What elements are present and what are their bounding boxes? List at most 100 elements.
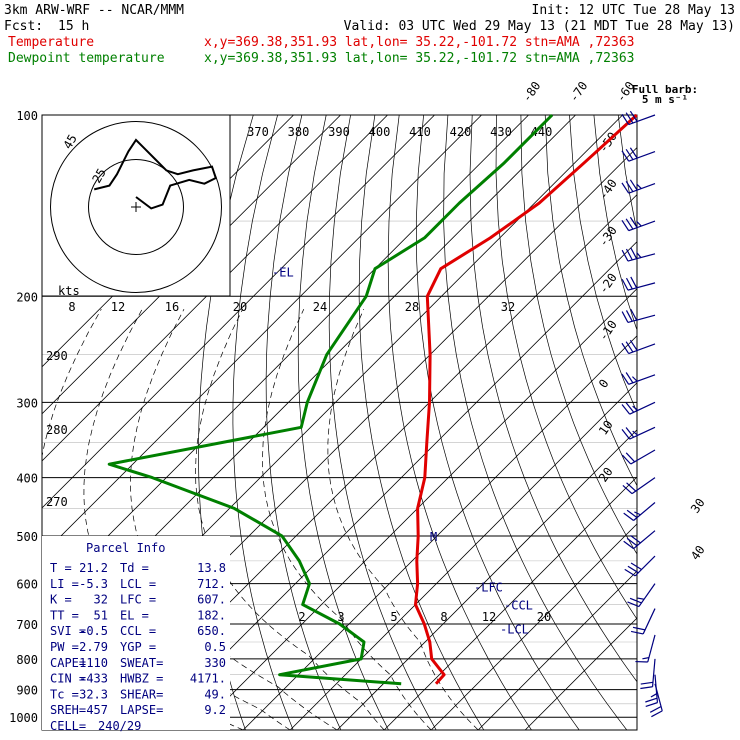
wind-barb-flag <box>621 429 631 440</box>
parcel-field-value: 2.79 <box>79 640 108 654</box>
theta-label: 370 <box>247 125 269 139</box>
parcel-field-value: 607. <box>197 593 226 607</box>
theta-label: 410 <box>409 125 431 139</box>
parcel-field-value: 49. <box>204 687 226 701</box>
wind-barb-flag <box>621 150 630 162</box>
wind-barb-staff <box>628 220 656 232</box>
theta-label: 430 <box>490 125 512 139</box>
isotherm-label: -40 <box>596 177 620 203</box>
wind-barb-flag <box>625 248 633 261</box>
wind-barb-staff <box>628 343 656 355</box>
profile-lines <box>107 113 638 686</box>
wind-barb-flag <box>621 182 630 194</box>
wind-barb <box>640 658 656 690</box>
wind-barb-flag <box>629 597 642 604</box>
level-marker-label: -LCL <box>500 622 529 636</box>
wind-barb-flag <box>621 373 630 385</box>
dry-adiabat-line <box>328 115 437 730</box>
dry-adiabat-line <box>495 115 637 620</box>
wind-barb-flag <box>621 404 631 415</box>
isotherm-line <box>148 241 637 730</box>
wind-barb-flag <box>636 183 642 190</box>
wind-barb <box>624 555 656 577</box>
legend-dewpoint-label: Dewpoint temperature <box>8 51 165 66</box>
dry-adiabat-line <box>569 115 637 413</box>
wind-barb-staff <box>628 114 656 126</box>
wind-barb-flag <box>649 705 662 713</box>
wind-barb-flag <box>625 112 634 124</box>
pressure-tick-label: 600 <box>16 578 38 592</box>
wind-barb-flag <box>623 512 634 521</box>
valid-time: Valid: 03 UTC Wed 29 May 13 (21 MDT Tue … <box>344 19 735 34</box>
parcel-field-value: 182. <box>197 608 226 622</box>
wind-barb-flag <box>625 341 634 353</box>
wind-barb-flag <box>629 147 638 159</box>
isotherm-line <box>477 570 637 730</box>
parcel-field-value: 51 <box>94 608 108 622</box>
wind-barb-flag <box>630 247 638 259</box>
parcel-field-label: LI = <box>50 577 79 591</box>
parcel-field-label: EL = <box>120 608 149 622</box>
wind-barb-flag <box>621 249 629 262</box>
wind-barb-flag <box>642 657 650 660</box>
theta-label: 420 <box>450 125 472 139</box>
wind-barb <box>649 683 663 718</box>
wind-barb-flag <box>625 277 633 290</box>
mixing-ratio-label: 2 <box>298 610 305 624</box>
isotherm-line <box>42 115 388 462</box>
wind-barb <box>621 216 656 232</box>
level-marker-label: M <box>430 530 437 544</box>
parcel-field-label: HWBZ = <box>120 672 163 686</box>
isotherm-line <box>42 115 482 556</box>
parcel-field-value: 712. <box>197 577 226 591</box>
plot-frame <box>41 114 638 731</box>
wind-barb-staff <box>628 150 656 162</box>
wind-barb-flag <box>650 693 657 698</box>
dry-adiabat-line <box>544 115 637 487</box>
wind-barb-flag <box>645 702 658 708</box>
mixing-ratio-label: 5 <box>390 610 397 624</box>
legend-temperature-label: Temperature <box>8 35 94 50</box>
dry-adiabat-line <box>617 115 637 231</box>
dry-adiabat-line <box>232 115 294 730</box>
isotherm-line <box>289 382 637 730</box>
wind-barb-flag <box>621 113 630 125</box>
wind-barb-flag <box>621 454 632 465</box>
wind-barb <box>621 372 656 385</box>
parcel-field-label: SVI = <box>50 624 86 638</box>
wind-barb-flag <box>621 342 630 354</box>
wind-barb-flag <box>625 148 634 160</box>
mixing-ratio-label: 16 <box>165 300 179 314</box>
parcel-field-value: 457 <box>86 703 108 717</box>
wind-barb <box>623 502 656 521</box>
parcel-field-label: K = <box>50 593 72 607</box>
parcel-field-label: LFC = <box>120 593 156 607</box>
hodograph: kts 45 25 <box>41 114 231 298</box>
isotherm-label: -20 <box>596 271 620 297</box>
wind-barb-flag <box>622 484 633 495</box>
parcel-info-background <box>42 536 230 730</box>
dry-adiabat-line <box>443 115 628 730</box>
parcel-field-value: 330 <box>204 656 226 670</box>
level-marker-label: -CCL <box>504 599 533 613</box>
isotherm-label: -10 <box>596 318 620 344</box>
wind-barb-flag <box>625 310 633 322</box>
wind-barb-flag <box>637 597 645 600</box>
wind-barb-flag <box>625 427 635 438</box>
wind-barb <box>621 179 656 194</box>
parcel-field-label: CIN = <box>50 672 86 686</box>
wind-barb-flag <box>626 509 638 519</box>
forecast-hour: 15 h <box>58 19 89 34</box>
parcel-field-value: 32 <box>94 593 108 607</box>
wind-barb-flag <box>626 482 637 492</box>
dry-adiabat-line <box>716 115 740 730</box>
wind-barb <box>630 608 656 635</box>
isotherm-label: 40 <box>688 543 708 563</box>
mixing-ratio-label: 24 <box>313 300 327 314</box>
theta-label: 390 <box>328 125 350 139</box>
wind-barb-flag <box>625 402 635 413</box>
wind-barb <box>627 583 656 608</box>
dry-adiabat-label: 290 <box>46 349 68 363</box>
parcel-field-label: SREH= <box>50 703 86 717</box>
mixing-ratio-label: 28 <box>405 300 419 314</box>
